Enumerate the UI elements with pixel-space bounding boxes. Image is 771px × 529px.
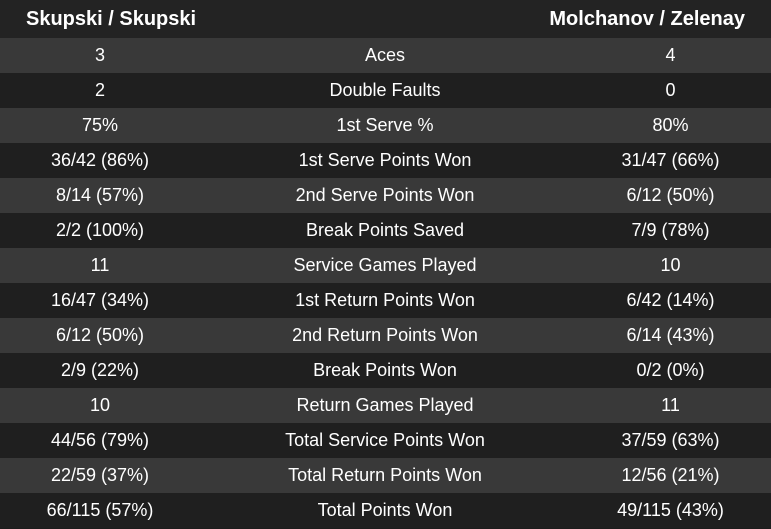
left-value: 8/14 (57%) bbox=[55, 185, 145, 205]
right-value: 10 bbox=[660, 255, 681, 275]
right-value: 31/47 (66%) bbox=[621, 150, 720, 170]
stat-name: Break Points Won bbox=[313, 360, 457, 380]
left-value: 2/2 (100%) bbox=[55, 220, 145, 240]
left-value: 22/59 (37%) bbox=[50, 465, 150, 485]
stat-row: 36/42 (86%) 1st Serve Points Won 31/47 (66… bbox=[0, 143, 771, 178]
stat-name: Return Games Played bbox=[296, 395, 474, 415]
stat-row: 44/56 (79%) Total Service Points Won 37/59… bbox=[0, 423, 771, 458]
stat-name: Service Games Played bbox=[293, 255, 477, 275]
stat-name: Aces bbox=[364, 45, 406, 65]
right-value: 4 bbox=[665, 45, 676, 65]
right-value: 6/12 (50%) bbox=[626, 185, 715, 205]
stat-name: 1st Return Points Won bbox=[295, 290, 475, 310]
stat-row: 2 Double Faults 0 bbox=[0, 73, 771, 108]
stat-name: 2nd Return Points Won bbox=[292, 325, 478, 345]
left-value: 2 bbox=[94, 80, 105, 100]
stat-row: 6/12 (50%) 2nd Return Points Won 6/14 (43%… bbox=[0, 318, 771, 353]
right-value: 0/2 (0%) bbox=[636, 360, 705, 380]
left-value: 3 bbox=[94, 45, 105, 65]
stat-name: 2nd Serve Points Won bbox=[295, 185, 475, 205]
stat-row: 11 Service Games Played 10 bbox=[0, 248, 771, 283]
header: Skupski / Skupski Molchanov / Zelenay bbox=[0, 0, 771, 38]
left-value: 6/12 (50%) bbox=[55, 325, 145, 345]
stat-row: 2/2 (100%) Break Points Saved 7/9 (78%) bbox=[0, 213, 771, 248]
stats-table: 3 Aces 4 2 Double Faults 0 75% 1st Serve % 80% 36… bbox=[0, 38, 771, 528]
stat-row: 2/9 (22%) Break Points Won 0/2 (0%) bbox=[0, 353, 771, 388]
stat-name: Total Service Points Won bbox=[285, 430, 485, 450]
left-team: Skupski / Skupski bbox=[26, 7, 197, 30]
left-value: 66/115 (57%) bbox=[46, 500, 154, 520]
right-value: 6/42 (14%) bbox=[626, 290, 715, 310]
stat-name: Total Return Points Won bbox=[288, 465, 482, 485]
right-value: 49/115 (43%) bbox=[617, 500, 724, 520]
left-value: 11 bbox=[90, 255, 110, 275]
right-value: 0 bbox=[665, 80, 676, 100]
stat-name: 1st Serve Points Won bbox=[298, 150, 472, 170]
left-value: 44/56 (79%) bbox=[50, 430, 150, 450]
right-value: 6/14 (43%) bbox=[626, 325, 715, 345]
left-value: 16/47 (34%) bbox=[50, 290, 150, 310]
stat-row: 75% 1st Serve % 80% bbox=[0, 108, 771, 143]
left-value: 2/9 (22%) bbox=[60, 360, 140, 380]
left-value: 75% bbox=[81, 115, 119, 135]
right-value: 7/9 (78%) bbox=[631, 220, 710, 240]
stat-row: 66/115 (57%) Total Points Won 49/115 (43%) bbox=[0, 493, 771, 528]
right-value: 37/59 (63%) bbox=[621, 430, 720, 450]
stat-row: 10 Return Games Played 11 bbox=[0, 388, 771, 423]
stat-row: 22/59 (37%) Total Return Points Won 12/56 … bbox=[0, 458, 771, 493]
right-team: Molchanov / Zelenay bbox=[549, 7, 745, 30]
stat-row: 8/14 (57%) 2nd Serve Points Won 6/12 (50%) bbox=[0, 178, 771, 213]
stat-row: 3 Aces 4 bbox=[0, 38, 771, 73]
right-value: 80% bbox=[652, 115, 689, 135]
left-value: 36/42 (86%) bbox=[50, 150, 150, 170]
stat-name: 1st Serve % bbox=[336, 115, 434, 135]
stat-name: Total Points Won bbox=[317, 500, 453, 520]
right-value: 12/56 (21%) bbox=[621, 465, 720, 485]
left-value: 10 bbox=[89, 395, 111, 415]
stat-row: 16/47 (34%) 1st Return Points Won 6/42 (14… bbox=[0, 283, 771, 318]
stat-name: Double Faults bbox=[329, 80, 441, 100]
right-value: 11 bbox=[661, 395, 680, 415]
stat-name: Break Points Saved bbox=[305, 220, 465, 240]
